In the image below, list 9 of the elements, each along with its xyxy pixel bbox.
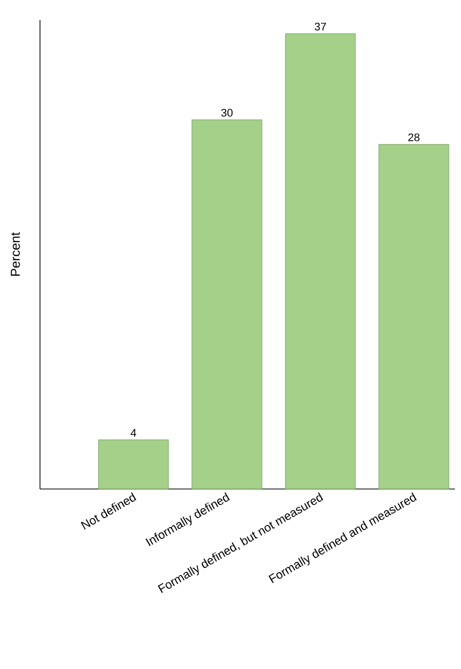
bar bbox=[192, 119, 262, 490]
y-axis-title: Percent bbox=[10, 232, 20, 276]
data-label: 37 bbox=[314, 22, 326, 30]
bar bbox=[285, 33, 356, 490]
data-label: 4 bbox=[130, 429, 136, 437]
bar bbox=[378, 144, 450, 490]
data-label: 30 bbox=[221, 108, 233, 117]
bar bbox=[98, 439, 169, 490]
data-label: 28 bbox=[408, 133, 420, 142]
